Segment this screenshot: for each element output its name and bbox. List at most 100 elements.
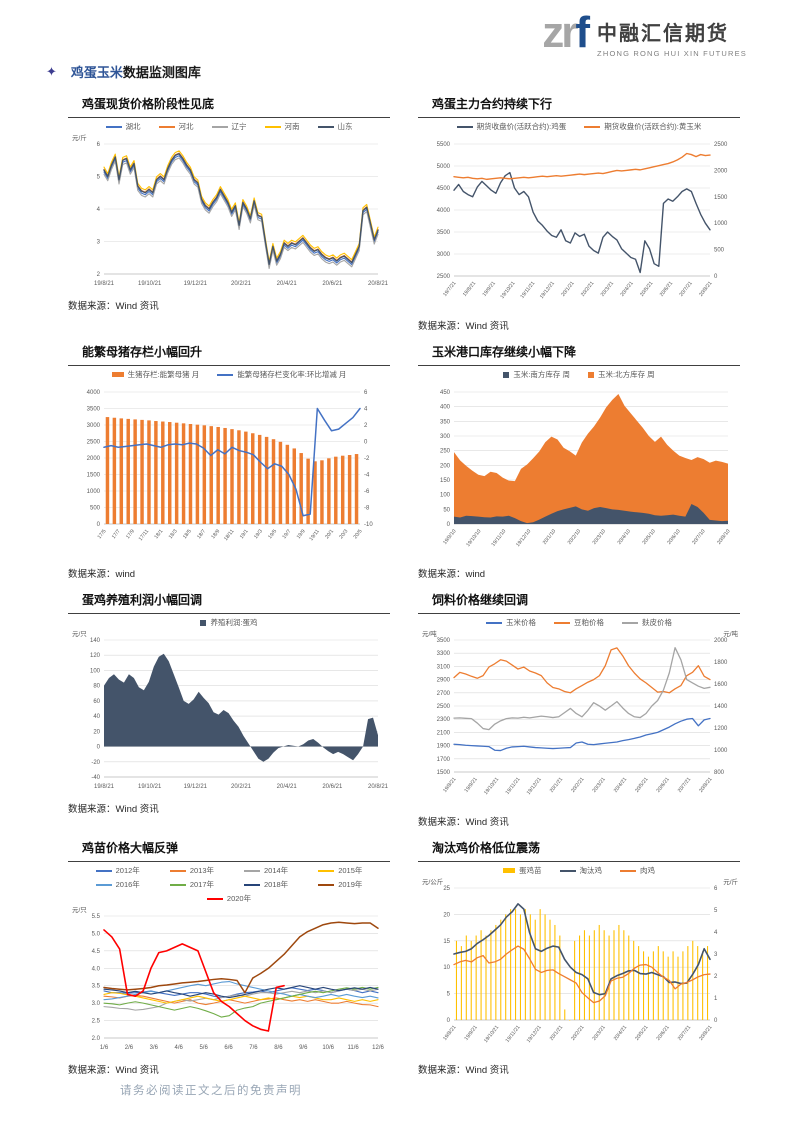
svg-text:1: 1 <box>714 996 718 1002</box>
svg-text:5.0: 5.0 <box>92 931 101 937</box>
svg-text:-10: -10 <box>364 522 373 528</box>
svg-text:19/8/21: 19/8/21 <box>462 280 477 297</box>
svg-text:19/10/21: 19/10/21 <box>483 776 500 796</box>
chart-legend: 2012年 2013年 2014年 2015年 2016年 2017年 2018年 2019年… <box>68 865 390 904</box>
svg-text:2/6: 2/6 <box>125 1045 134 1051</box>
svg-text:20/3/21: 20/3/21 <box>600 280 615 297</box>
svg-text:1500: 1500 <box>714 195 728 201</box>
chart-title: 鸡苗价格大幅反弹 <box>68 837 390 862</box>
section-title-rest: 数据监测图库 <box>122 65 201 80</box>
logo-wordmark: 中融汇信期货 ZHONG RONG HUI XIN FUTURES <box>597 17 747 58</box>
company-logo: zrf 中融汇信期货 ZHONG RONG HUI XIN FUTURES <box>542 11 747 59</box>
svg-text:1600: 1600 <box>714 682 728 688</box>
svg-text:20/8/21: 20/8/21 <box>698 280 713 297</box>
svg-text:18/3: 18/3 <box>168 528 179 540</box>
svg-text:19/10/21: 19/10/21 <box>499 280 516 300</box>
svg-text:2.0: 2.0 <box>92 1036 101 1042</box>
legend-item: 养殖利润:蛋鸡 <box>200 617 258 628</box>
svg-text:11/6: 11/6 <box>347 1045 359 1051</box>
company-name-en: ZHONG RONG HUI XIN FUTURES <box>597 49 747 58</box>
svg-text:19/3: 19/3 <box>253 528 264 540</box>
legend-marker-line <box>169 883 186 886</box>
svg-text:2500: 2500 <box>437 274 451 280</box>
chart-legend: 玉米价格 豆粕价格 麸皮价格 <box>418 617 740 628</box>
data-source: 数据来源：wind <box>418 566 740 580</box>
svg-text:120: 120 <box>90 653 101 659</box>
svg-text:20/3/10: 20/3/10 <box>592 528 607 545</box>
legend-item: 辽宁 <box>211 121 247 132</box>
chart-block-corn-port-stock: 玉米港口库存继续小幅下降 玉米:南方库存 周 玉米:北方库存 周 450 400 350… <box>418 341 740 589</box>
legend-item: 蛋鸡苗 <box>503 865 542 876</box>
data-source-label: 数据来源： <box>418 1065 466 1076</box>
svg-text:3.5: 3.5 <box>92 984 101 990</box>
chart-block-feed-price: 饲料价格继续回调 玉米价格 豆粕价格 麸皮价格 3500 3300 3100 2900 270… <box>418 589 740 837</box>
logo-zrf-mark: zrf <box>542 11 590 55</box>
svg-text:20/4/21: 20/4/21 <box>619 280 634 297</box>
svg-text:5: 5 <box>714 908 718 914</box>
svg-text:19/12/21: 19/12/21 <box>526 1024 543 1044</box>
svg-text:0: 0 <box>364 440 368 446</box>
legend-label: 2020年 <box>226 894 252 903</box>
svg-text:4: 4 <box>714 930 718 936</box>
svg-text:19/11/21: 19/11/21 <box>505 1024 522 1043</box>
svg-text:1900: 1900 <box>437 744 451 750</box>
sow-inventory-chart: 生猪存栏:能繁母猪 月 能繁母猪存栏变化率:环比增减 月 4000 3500 3000 2… <box>68 369 390 563</box>
legend-label: 麸皮价格 <box>642 618 672 627</box>
data-source-value: Wind 资讯 <box>465 1065 509 1076</box>
svg-text:2000: 2000 <box>714 168 728 174</box>
chart-title: 玉米港口库存继续小幅下降 <box>418 341 740 366</box>
svg-text:100: 100 <box>440 493 451 499</box>
svg-text:2: 2 <box>364 423 368 429</box>
legend-label: 淘汰鸡 <box>579 866 603 875</box>
chart-canvas: 140 120 100 80 60 40 20 0 -20 -40 元/只 19/8/21 19/10/… <box>72 630 389 790</box>
svg-text:17/9: 17/9 <box>125 528 136 540</box>
svg-text:5500: 5500 <box>437 142 451 148</box>
svg-text:20/4/21: 20/4/21 <box>277 281 298 287</box>
legend-item: 玉米:南方库存 周 <box>503 369 570 380</box>
data-source: 数据来源：Wind 资讯 <box>418 318 740 332</box>
svg-text:20/6/21: 20/6/21 <box>656 1024 671 1041</box>
svg-text:19/9/21: 19/9/21 <box>482 280 497 297</box>
svg-text:450: 450 <box>440 390 451 396</box>
svg-text:19/9/10: 19/9/10 <box>442 528 457 545</box>
chart-title: 能繁母猪存栏小幅回升 <box>68 341 390 366</box>
svg-text:2.5: 2.5 <box>92 1019 101 1025</box>
svg-text:元/公斤: 元/公斤 <box>422 877 444 886</box>
legend-item: 河南 <box>264 121 300 132</box>
svg-text:5: 5 <box>97 175 101 181</box>
svg-text:800: 800 <box>714 770 725 776</box>
legend-marker-line <box>559 869 576 872</box>
legend-label: 辽宁 <box>231 122 247 131</box>
legend-item: 2015年 <box>318 865 362 876</box>
chart-block-cull-hen-price: 淘汰鸡价格低位震荡 蛋鸡苗 淘汰鸡 肉鸡 25 20 15 10 5 0 6 5 4 3 2 1 0 元/公斤元… <box>418 837 740 1085</box>
svg-text:20/8/21: 20/8/21 <box>368 784 389 790</box>
svg-text:60: 60 <box>93 699 100 705</box>
svg-text:4: 4 <box>364 407 368 413</box>
legend-marker-line <box>620 869 636 872</box>
legend-marker-line <box>244 869 260 872</box>
data-source-label: 数据来源： <box>418 321 466 332</box>
data-source: 数据来源：Wind 资讯 <box>68 801 390 815</box>
svg-text:20/7/21: 20/7/21 <box>678 280 693 297</box>
svg-text:2000: 2000 <box>714 638 728 644</box>
legend-marker-line <box>217 373 234 376</box>
chart-canvas: 4000 3500 3000 2500 2000 1500 1000 500 0 6 4 2 0 -2 -4… <box>87 390 374 542</box>
svg-text:9/6: 9/6 <box>299 1045 308 1051</box>
chart-legend: 玉米:南方库存 周 玉米:北方库存 周 <box>418 369 740 380</box>
diamond-bullet-icon: ✦ <box>46 64 57 79</box>
chart-canvas: 450 400 350 300 250 200 150 100 50 019/9/10 19/10/… <box>440 390 732 548</box>
legend-item: 淘汰鸡 <box>559 865 603 876</box>
svg-text:1500: 1500 <box>87 473 101 479</box>
svg-text:6: 6 <box>97 142 101 148</box>
svg-text:3/6: 3/6 <box>150 1045 159 1051</box>
svg-text:300: 300 <box>440 434 451 440</box>
svg-text:18/11: 18/11 <box>223 528 236 542</box>
svg-text:250: 250 <box>440 449 451 455</box>
svg-text:20/2/21: 20/2/21 <box>570 1024 585 1041</box>
svg-text:19/11/21: 19/11/21 <box>505 776 522 795</box>
svg-text:20/6/10: 20/6/10 <box>666 528 681 545</box>
svg-text:20: 20 <box>443 912 450 918</box>
svg-text:1/6: 1/6 <box>100 1045 109 1051</box>
data-source-value: wind <box>465 569 486 580</box>
